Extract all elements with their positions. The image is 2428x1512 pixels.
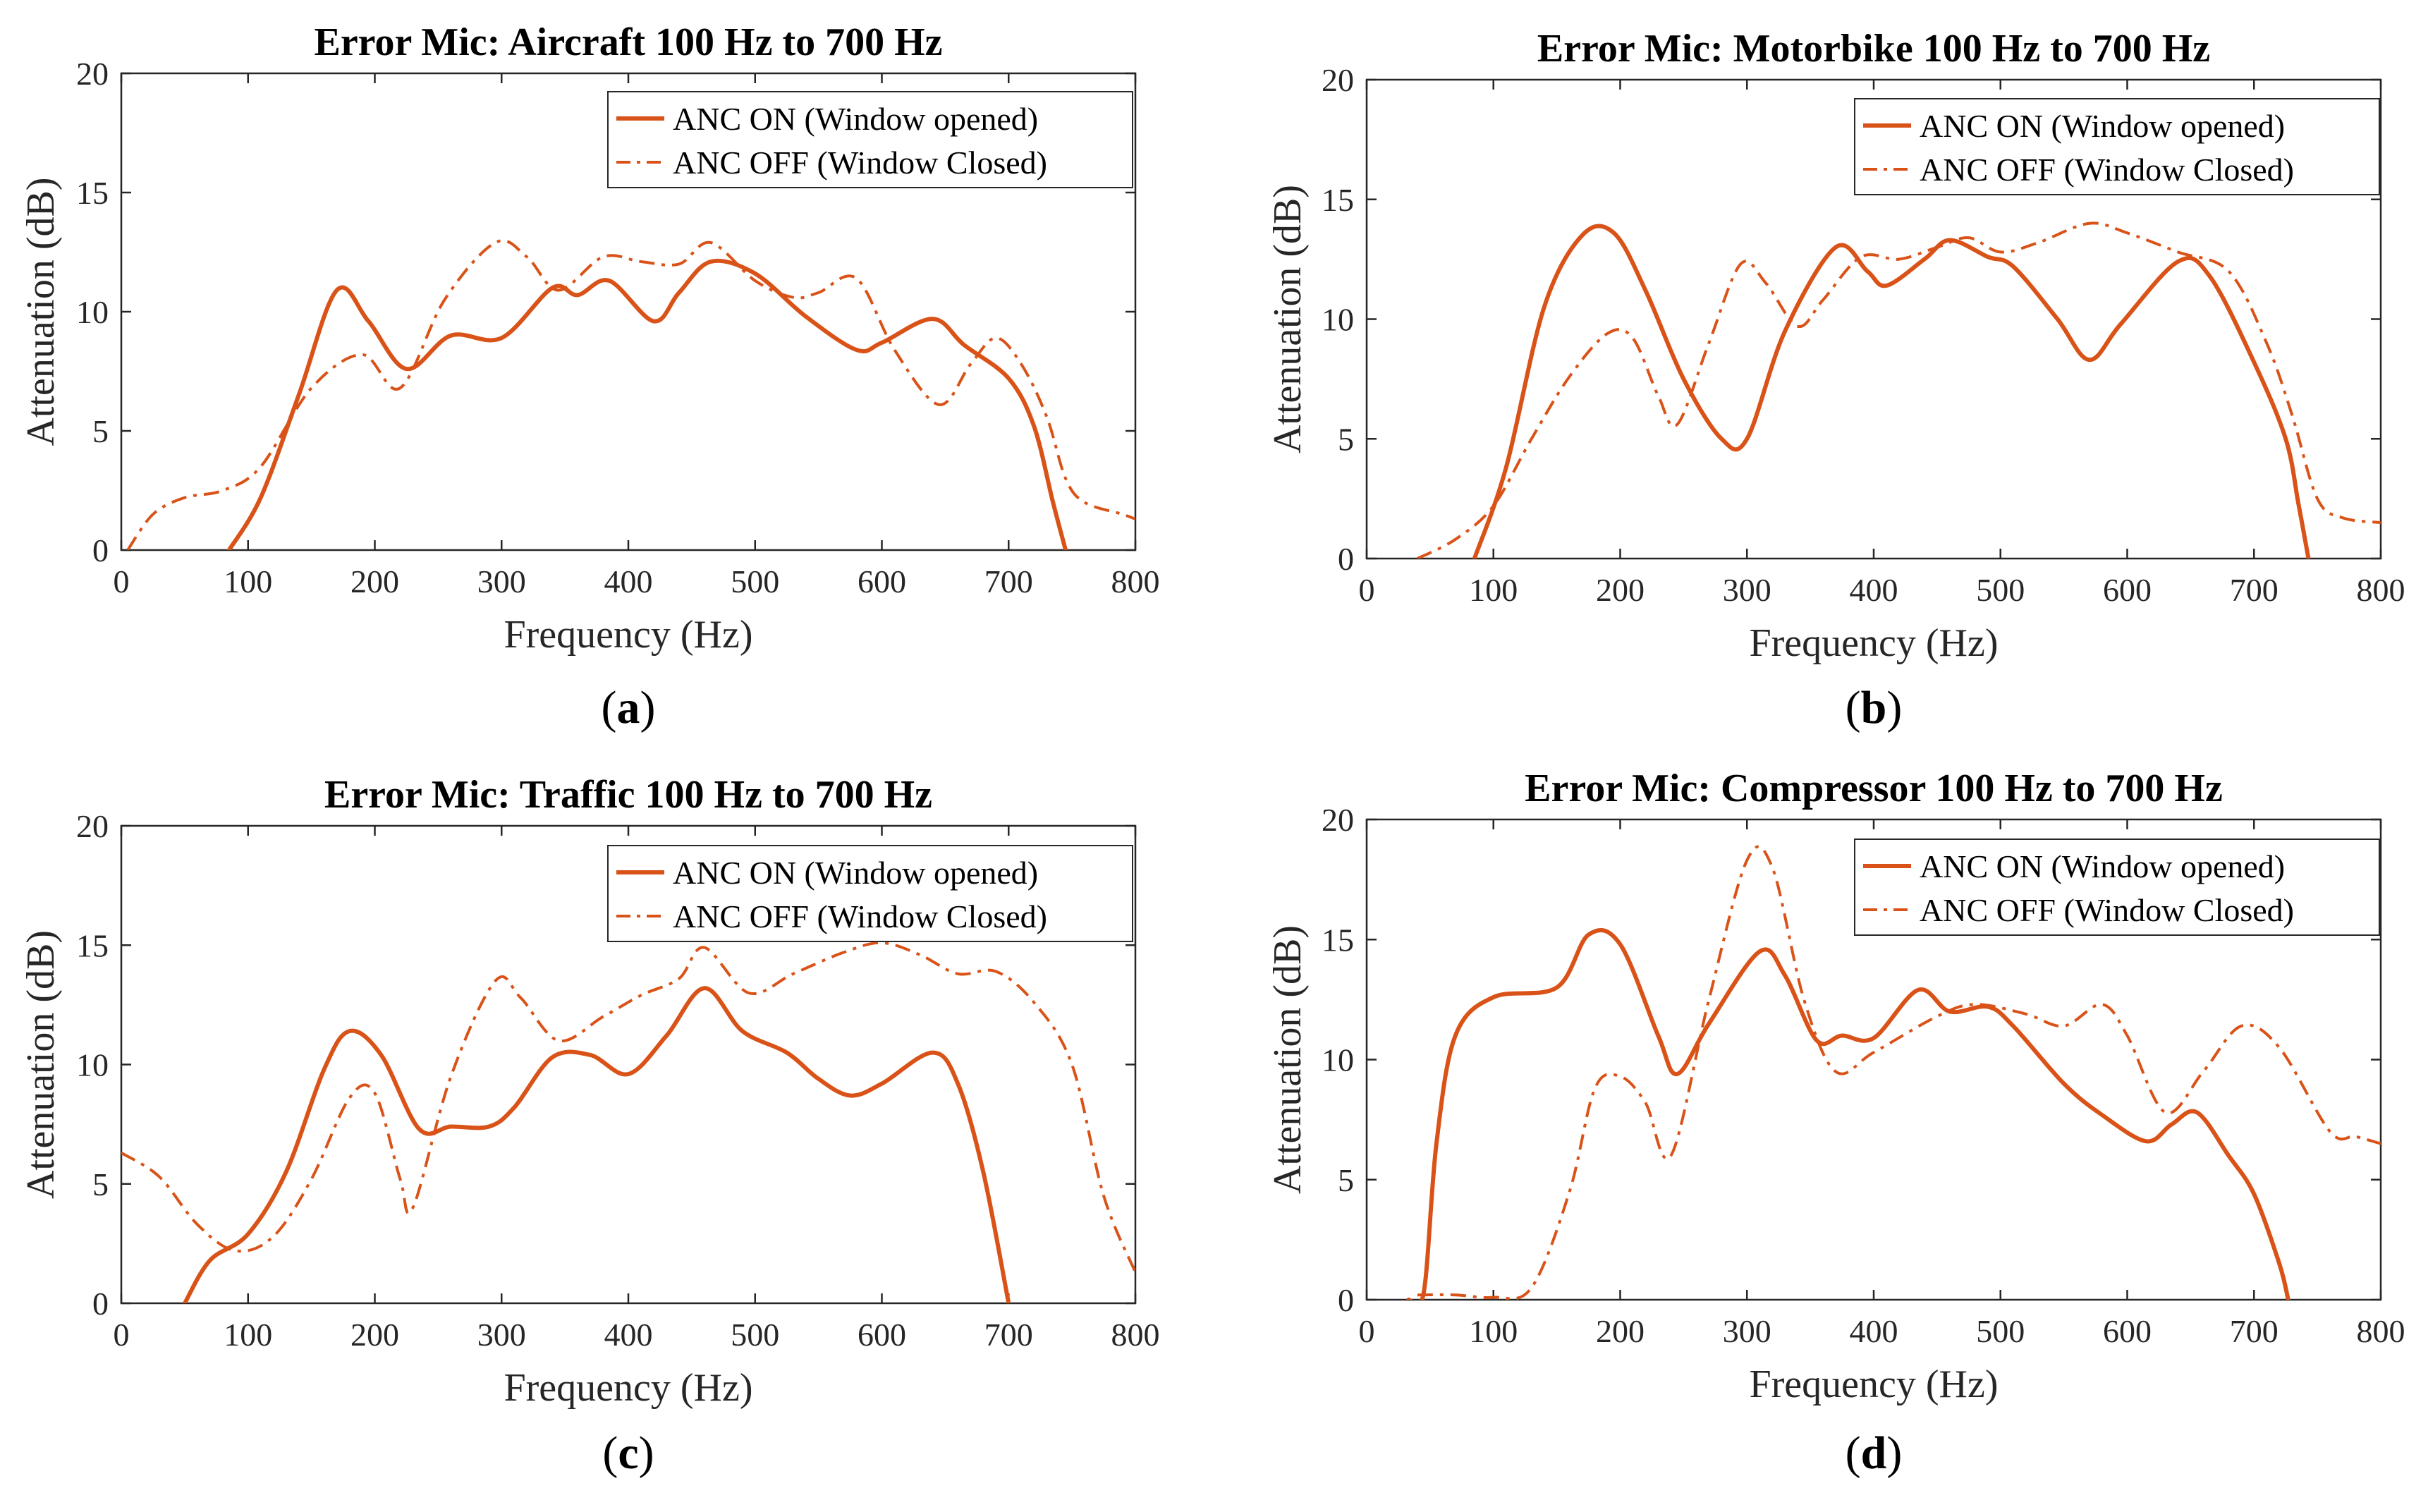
chart-title: Error Mic: Traffic 100 Hz to 700 Hz [324, 773, 932, 817]
series-line-anc-off [126, 239, 1135, 550]
y-tick-label: 0 [1338, 1282, 1354, 1318]
x-tick-label: 700 [2230, 1313, 2278, 1349]
x-tick-label: 800 [1111, 1317, 1160, 1353]
chart-title: Error Mic: Aircraft 100 Hz to 700 Hz [314, 20, 942, 64]
x-tick-label: 200 [1596, 572, 1645, 608]
panel-label: (b) [1846, 682, 1903, 733]
x-tick-label: 200 [350, 1317, 399, 1353]
x-tick-label: 200 [1596, 1313, 1645, 1349]
x-tick-label: 600 [2103, 1313, 2152, 1349]
x-tick-label: 800 [2357, 572, 2405, 608]
chart-title: Error Mic: Motorbike 100 Hz to 700 Hz [1537, 27, 2210, 71]
x-tick-label: 500 [731, 563, 779, 599]
y-tick-label: 15 [76, 927, 109, 963]
x-tick-label: 400 [1850, 572, 1898, 608]
series-line-anc-off [121, 941, 1135, 1273]
legend-entry: ANC ON (Window opened) [673, 855, 1038, 891]
y-tick-label: 10 [1322, 302, 1354, 338]
chart-title: Error Mic: Compressor 100 Hz to 700 Hz [1525, 767, 2223, 810]
x-tick-label: 300 [477, 563, 526, 599]
x-tick-label: 500 [1976, 1313, 2025, 1349]
y-tick-label: 5 [92, 413, 109, 449]
x-tick-label: 400 [604, 1317, 653, 1353]
y-tick-label: 10 [76, 1047, 109, 1083]
x-tick-label: 700 [2230, 572, 2278, 608]
x-tick-label: 0 [1359, 1313, 1375, 1349]
y-tick-label: 0 [1338, 541, 1354, 577]
x-axis-label: Frequency (Hz) [504, 613, 753, 657]
x-tick-label: 300 [1723, 572, 1771, 608]
x-tick-label: 0 [114, 563, 130, 599]
panel-label: (a) [602, 682, 656, 733]
x-tick-label: 800 [1111, 563, 1160, 599]
chart-panel-c: 0 100 200 300 400 500 600 700 800 0 5 10 15 20 ANC ON … [19, 773, 1160, 1479]
legend-box [607, 91, 1133, 188]
x-axis-label: Frequency (Hz) [1750, 1362, 1999, 1406]
y-tick-label: 10 [76, 294, 109, 330]
x-tick-label: 500 [1976, 572, 2025, 608]
panel-label: (c) [602, 1427, 654, 1479]
y-tick-label: 15 [1322, 182, 1354, 218]
legend-entry: ANC ON (Window opened) [1920, 108, 2285, 144]
y-tick-label: 20 [1322, 62, 1354, 98]
x-tick-label: 0 [1359, 572, 1375, 608]
y-axis-label: Attenuation (dB) [19, 930, 63, 1199]
x-tick-label: 700 [984, 1317, 1033, 1353]
x-axis-label: Frequency (Hz) [1750, 621, 1999, 665]
x-tick-label: 500 [731, 1317, 779, 1353]
y-axis-label: Attenuation (dB) [1266, 925, 1310, 1194]
y-tick-label: 15 [1322, 922, 1354, 958]
series-line-anc-on [182, 986, 1011, 1303]
x-tick-label: 700 [984, 563, 1033, 599]
legend-entry: ANC ON (Window opened) [1920, 848, 2285, 884]
x-axis-label: Frequency (Hz) [504, 1366, 753, 1410]
x-tick-label: 100 [224, 563, 272, 599]
x-tick-label: 100 [1469, 572, 1518, 608]
series-line-anc-on [226, 258, 1068, 550]
x-tick-label: 100 [1469, 1313, 1518, 1349]
chart-panel-d: 0 100 200 300 400 500 600 700 800 0 5 10 15 20 ANC ON … [1266, 767, 2405, 1479]
y-tick-label: 15 [76, 175, 109, 211]
x-tick-label: 600 [858, 1317, 906, 1353]
x-tick-label: 400 [604, 563, 653, 599]
legend-box [1854, 98, 2380, 195]
legend-box [607, 845, 1133, 942]
x-tick-label: 600 [858, 563, 906, 599]
y-axis-label: Attenuation (dB) [19, 177, 63, 446]
legend-entry: ANC ON (Window opened) [673, 101, 1038, 137]
y-tick-label: 5 [1338, 421, 1354, 457]
series-line-anc-off [1417, 845, 2381, 1300]
legend-entry: ANC OFF (Window Closed) [1920, 892, 2294, 928]
chart-panel-a: 0 100 200 300 400 500 600 700 800 0 5 10 15 20 ANC ON … [19, 20, 1160, 733]
x-tick-label: 600 [2103, 572, 2152, 608]
y-tick-label: 10 [1322, 1042, 1354, 1078]
series-line-anc-off [1417, 221, 2381, 559]
y-tick-label: 0 [92, 1286, 109, 1322]
x-tick-label: 200 [350, 563, 399, 599]
legend-entry: ANC OFF (Window Closed) [673, 898, 1047, 934]
panel-label: (d) [1846, 1427, 1903, 1479]
x-tick-label: 0 [114, 1317, 130, 1353]
legend-entry: ANC OFF (Window Closed) [1920, 152, 2294, 188]
y-tick-label: 20 [76, 56, 109, 92]
y-axis-label: Attenuation (dB) [1266, 185, 1310, 453]
series-line-anc-on [1472, 224, 2311, 559]
series-line-anc-on [1406, 927, 2290, 1300]
legend-box [1854, 839, 2380, 936]
legend-entry: ANC OFF (Window Closed) [673, 145, 1047, 181]
y-tick-label: 5 [92, 1166, 109, 1202]
x-tick-label: 100 [224, 1317, 272, 1353]
x-tick-label: 300 [1723, 1313, 1771, 1349]
y-tick-label: 5 [1338, 1162, 1354, 1198]
chart-panel-b: 0 100 200 300 400 500 600 700 800 0 5 10 15 20 ANC ON … [1266, 27, 2405, 733]
x-tick-label: 800 [2357, 1313, 2405, 1349]
y-tick-label: 20 [1322, 802, 1354, 838]
x-tick-label: 400 [1850, 1313, 1898, 1349]
y-tick-label: 20 [76, 808, 109, 844]
x-tick-label: 300 [477, 1317, 526, 1353]
y-tick-label: 0 [92, 532, 109, 568]
